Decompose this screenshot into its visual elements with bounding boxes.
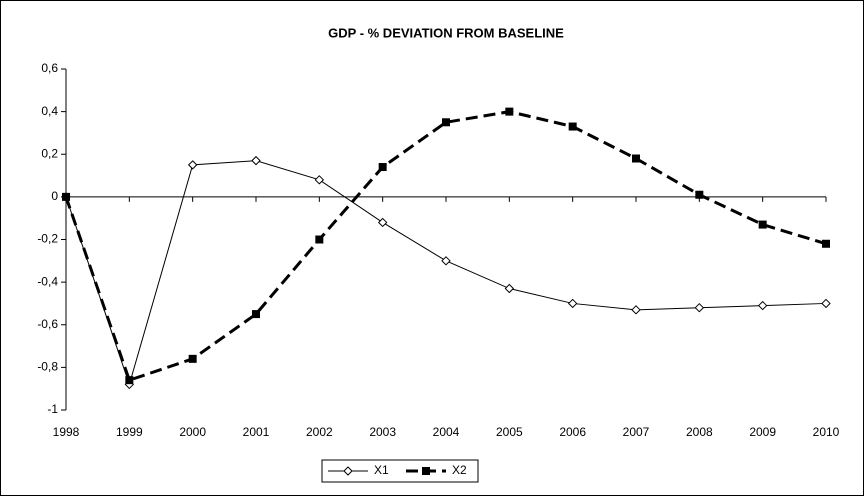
marker <box>821 298 831 309</box>
marker <box>631 305 641 315</box>
x-tick-label: 2000 <box>179 425 206 439</box>
x-tick-label: 2008 <box>686 425 713 439</box>
marker <box>694 302 705 313</box>
legend-marker <box>422 467 430 475</box>
marker <box>187 160 198 170</box>
marker <box>188 354 197 363</box>
marker <box>378 163 387 172</box>
x-tick-label: 2003 <box>369 425 396 439</box>
y-tick-label: 0,4 <box>41 104 58 118</box>
y-tick-label: -0,6 <box>37 317 58 331</box>
legend-marker <box>343 466 353 476</box>
legend: X1 X2 <box>321 459 479 483</box>
x-tick-label: 2006 <box>559 425 586 439</box>
y-tick-label: -0,8 <box>37 360 58 374</box>
chart-title: GDP - % DEVIATION FROM BASELINE <box>328 25 564 40</box>
legend-label: X1 <box>374 463 389 477</box>
y-tick-label: 0,6 <box>41 61 58 75</box>
x-tick-label: 1999 <box>116 425 143 439</box>
marker <box>822 239 830 248</box>
marker <box>504 283 515 294</box>
legend-label: X2 <box>452 463 467 477</box>
x-tick-label: 2004 <box>433 425 460 439</box>
marker <box>632 154 640 163</box>
marker <box>377 217 388 228</box>
marker <box>251 155 261 166</box>
marker <box>758 220 767 229</box>
y-tick-label: -0,2 <box>37 232 58 246</box>
y-tick-label: 0 <box>51 189 58 203</box>
marker <box>252 310 260 319</box>
y-tick-label: 0,2 <box>41 146 58 160</box>
y-tick-label: -0,4 <box>37 274 58 288</box>
x-tick-label: 2010 <box>813 425 840 439</box>
marker <box>757 300 768 311</box>
marker <box>505 107 514 116</box>
marker <box>567 298 578 309</box>
marker <box>441 256 451 266</box>
x-tick-label: 2001 <box>243 425 270 439</box>
marker <box>315 235 324 244</box>
legend-box <box>321 459 479 483</box>
x-tick-label: 2007 <box>623 425 650 439</box>
marker <box>568 122 577 131</box>
marker <box>314 175 325 185</box>
marker <box>62 192 70 201</box>
x-tick-label: 2009 <box>749 425 776 439</box>
marker <box>695 190 704 199</box>
x-tick-label: 2005 <box>496 425 523 439</box>
y-tick-label: -1 <box>47 402 58 416</box>
marker <box>125 376 134 385</box>
marker <box>442 118 450 127</box>
x-tick-label: 2002 <box>306 425 333 439</box>
x-tick-label: 1998 <box>53 425 80 439</box>
